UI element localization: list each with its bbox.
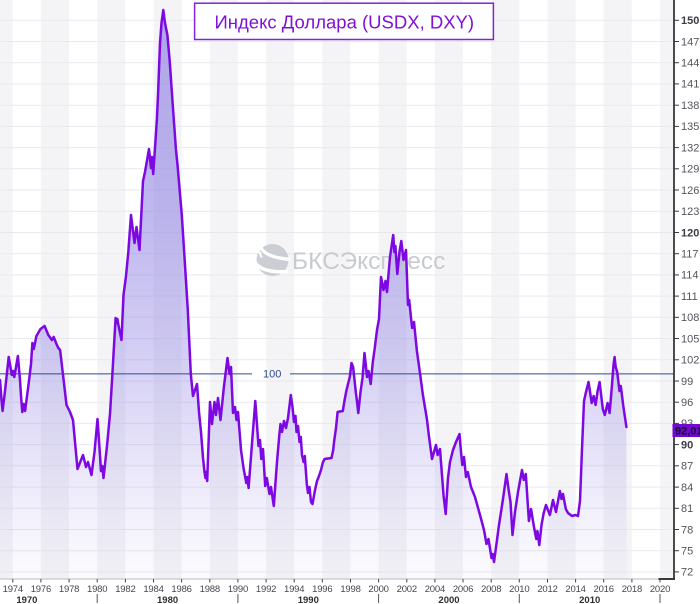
svg-text:2002: 2002 (397, 584, 417, 595)
svg-text:1970: 1970 (16, 595, 37, 604)
svg-text:102: 102 (681, 355, 699, 367)
svg-text:123: 123 (681, 206, 699, 218)
svg-text:2006: 2006 (453, 584, 473, 595)
svg-text:1978: 1978 (59, 584, 79, 595)
svg-text:120: 120 (681, 227, 699, 239)
svg-text:1994: 1994 (284, 584, 304, 595)
svg-text:1980: 1980 (87, 584, 107, 595)
svg-text:2004: 2004 (425, 584, 445, 595)
svg-text:2016: 2016 (594, 584, 614, 595)
svg-text:126: 126 (681, 185, 699, 197)
svg-text:2018: 2018 (622, 584, 642, 595)
svg-text:111: 111 (681, 291, 698, 303)
svg-text:141: 141 (681, 79, 699, 91)
svg-text:132: 132 (681, 142, 699, 154)
svg-text:2008: 2008 (481, 584, 501, 595)
svg-text:1980: 1980 (157, 595, 178, 604)
svg-text:84: 84 (681, 482, 693, 494)
svg-text:2020: 2020 (650, 584, 670, 595)
svg-text:2000: 2000 (368, 584, 388, 595)
svg-text:105: 105 (681, 333, 699, 345)
svg-text:1988: 1988 (200, 584, 220, 595)
svg-text:1990: 1990 (298, 595, 319, 604)
svg-text:99: 99 (681, 376, 693, 388)
svg-text:117: 117 (681, 249, 699, 261)
svg-text:БКСЭкспресс: БКСЭкспресс (292, 248, 445, 275)
svg-text:1986: 1986 (171, 584, 191, 595)
svg-text:72: 72 (681, 567, 693, 579)
svg-text:1974: 1974 (3, 584, 23, 595)
svg-text:144: 144 (681, 58, 699, 70)
svg-text:81: 81 (681, 503, 693, 515)
svg-text:87: 87 (681, 461, 693, 473)
svg-text:1976: 1976 (31, 584, 51, 595)
svg-text:2010: 2010 (509, 584, 529, 595)
svg-text:1984: 1984 (143, 584, 163, 595)
svg-text:129: 129 (681, 164, 699, 176)
svg-text:2012: 2012 (537, 584, 557, 595)
svg-text:2010: 2010 (579, 595, 600, 604)
svg-text:90: 90 (681, 439, 693, 451)
svg-text:1990: 1990 (228, 584, 248, 595)
svg-text:1982: 1982 (115, 584, 135, 595)
svg-text:Индекс Доллара (USDX, DXY): Индекс Доллара (USDX, DXY) (215, 12, 475, 33)
svg-text:2014: 2014 (565, 584, 585, 595)
svg-text:75: 75 (681, 546, 693, 558)
svg-text:135: 135 (681, 121, 699, 133)
svg-text:138: 138 (681, 100, 699, 112)
svg-text:108: 108 (681, 312, 699, 324)
svg-text:92,01: 92,01 (675, 426, 700, 438)
svg-text:96: 96 (681, 397, 693, 409)
svg-text:1996: 1996 (312, 584, 332, 595)
svg-text:1998: 1998 (340, 584, 360, 595)
svg-text:100: 100 (263, 368, 281, 380)
svg-text:1992: 1992 (256, 584, 276, 595)
svg-text:2000: 2000 (438, 595, 459, 604)
svg-text:150: 150 (681, 15, 699, 27)
svg-text:78: 78 (681, 524, 693, 536)
svg-text:114: 114 (681, 270, 699, 282)
svg-text:147: 147 (681, 36, 699, 48)
